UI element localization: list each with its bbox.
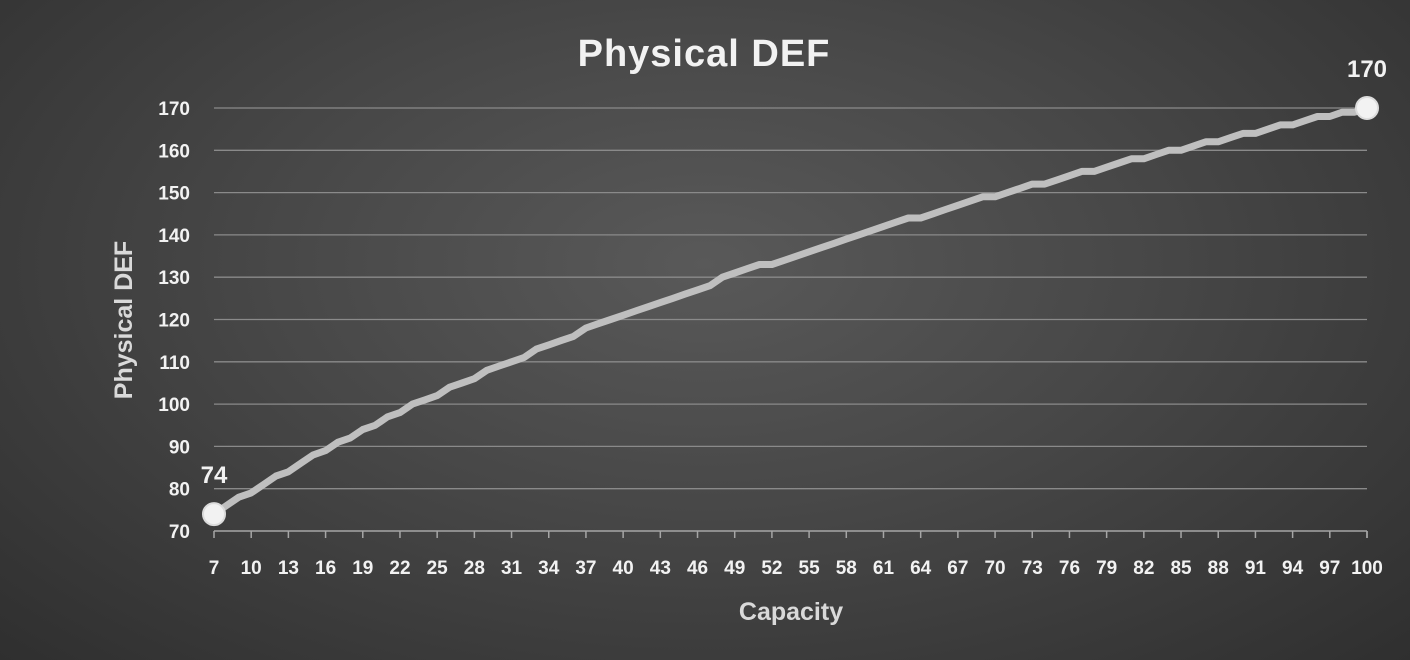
y-axis-ticks: 70 80 90 100 110 120 130 140 150 160 170: [158, 99, 190, 543]
x-axis-title: Capacity: [739, 598, 843, 626]
x-tick-label: 79: [1096, 558, 1117, 579]
x-tick-label: 19: [352, 558, 373, 579]
y-tick-label: 100: [158, 395, 190, 416]
x-tick-label: 67: [947, 558, 968, 579]
x-tick-label: 73: [1022, 558, 1043, 579]
y-tick-label: 90: [169, 437, 190, 458]
x-tick-label: 43: [650, 558, 671, 579]
y-tick-label: 120: [158, 311, 190, 332]
y-tick-label: 140: [158, 226, 190, 247]
x-tick-label: 52: [761, 558, 782, 579]
x-tick-label: 70: [984, 558, 1005, 579]
x-tick-label: 94: [1282, 558, 1304, 579]
x-tick-label: 100: [1351, 558, 1383, 579]
data-labels: 74 170: [201, 56, 1387, 527]
y-tick-label: 170: [158, 99, 190, 120]
series-layer: [210, 104, 1371, 518]
y-tick-label: 150: [158, 184, 190, 205]
data-label: 74: [201, 462, 228, 489]
x-tick-label: 58: [836, 558, 857, 579]
x-tick-label: 85: [1170, 558, 1192, 579]
x-tick-label: 34: [538, 558, 560, 579]
x-tick-label: 76: [1059, 558, 1080, 579]
x-tick-label: 46: [687, 558, 708, 579]
x-tick-label: 40: [613, 558, 634, 579]
x-tick-label: 61: [873, 558, 895, 579]
data-point-marker: [202, 502, 226, 527]
data-point-marker: [1355, 96, 1379, 120]
chart-title: Physical DEF: [578, 33, 831, 75]
x-tick-label: 97: [1319, 558, 1340, 579]
x-tick-label: 49: [724, 558, 745, 579]
y-tick-label: 130: [158, 268, 190, 289]
gridlines: [214, 107, 1367, 490]
series-line-0: [210, 104, 1371, 518]
data-label: 170: [1347, 56, 1387, 83]
x-tick-label: 82: [1133, 558, 1154, 579]
x-tick-label: 7: [209, 558, 220, 579]
y-tick-label: 70: [169, 522, 190, 543]
x-tick-label: 28: [464, 558, 485, 579]
x-tick-label: 31: [501, 558, 523, 579]
x-tick-label: 91: [1245, 558, 1267, 579]
x-tick-label: 37: [575, 558, 596, 579]
x-tick-label: 10: [241, 558, 262, 579]
y-tick-label: 80: [169, 480, 190, 501]
x-tick-label: 64: [910, 558, 932, 579]
x-tick-label: 25: [427, 558, 449, 579]
x-tick-label: 16: [315, 558, 336, 579]
x-tick-label: 88: [1208, 558, 1229, 579]
x-tick-label: 22: [389, 558, 410, 579]
y-tick-label: 110: [159, 353, 190, 374]
y-tick-label: 160: [158, 141, 190, 162]
y-axis-title: Physical DEF: [110, 241, 138, 399]
x-axis: 7 10 13 16 19 22 25 28 31 34 37 40 43 46 49 52 55 58 61 64 6…: [209, 530, 1383, 579]
x-tick-label: 55: [799, 558, 821, 579]
x-tick-label: 13: [278, 558, 299, 579]
